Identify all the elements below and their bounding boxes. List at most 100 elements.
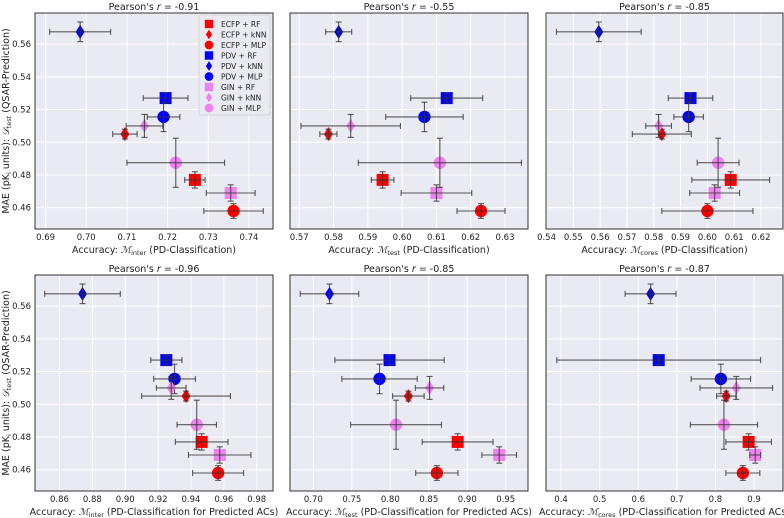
x-tick-label: 0.61 [725,233,744,243]
x-tick-label: 0.74 [240,233,259,243]
axes-frame [545,274,784,492]
data-point-ecfp-mlp [192,465,245,481]
data-point-pdv-mlp [341,363,418,395]
title-value: = -0.96 [161,264,200,275]
subplot-4: 0.86 0.88 0.90 0.92 0.94 0.96 0.98 0.46 0.48 0.50… [1,264,278,518]
x-axis-label: Accuracy: ℳcores (PD-Classification) [581,245,747,257]
data-point-ecfp-knn [392,389,425,404]
legend-label: GIN + kNN [221,94,261,103]
data-point-gin-rf [689,184,741,202]
y-tick-label: 0.54 [12,335,31,345]
legend-marker [204,82,214,92]
legend-label: GIN + RF [221,83,255,92]
data-point-gin-mlp [696,137,740,188]
subplot-title: Pearson's r = -0.85 [364,264,455,275]
x-tick-label: 0.86 [50,495,69,505]
title-prefix: Pearson's [364,264,412,275]
data-point-ecfp-knn [319,127,338,142]
legend-item: GIN + kNN [205,92,261,103]
subplot-6: 0.4 0.5 0.6 0.7 0.8 0.9 Pearson's r = -0.87 Acc… [539,264,784,518]
xlabel-prefix: Accuracy: [581,245,630,256]
x-tick-label: 0.59 [358,233,377,243]
axes-frame [545,12,784,230]
ylabel-mid: units): [1,136,12,172]
data-point-pdv-rf [556,354,762,367]
y-tick-label: 0.46 [12,466,31,476]
axes-background [290,13,528,229]
legend-label: PDV + MLP [221,73,263,82]
xlabel-suffix: (PD-Classification) [146,245,236,256]
subplot-3: 0.54 0.55 0.56 0.57 0.58 0.59 0.60 0.61 0.62 Pear… [537,2,784,257]
x-tick-label: 0.69 [36,233,55,243]
x-tick-label: 0.6 [631,495,645,505]
x-tick-label: 0.54 [537,233,556,243]
xlabel-sub: test [345,511,358,518]
legend-item: PDV + RF [204,51,257,61]
x-tick-label: 0.98 [247,495,266,505]
title-prefix: Pearson's [619,2,667,13]
y-axis-label: MAE (pKi units): 𝒟test (QSAR-Prediction) [1,28,13,213]
title-value: = -0.85 [416,264,455,275]
legend-label: ECFP + kNN [221,31,266,40]
data-point-ecfp-knn [716,389,737,404]
axes-frame [34,274,274,492]
ylabel-sub: test [5,115,13,128]
x-tick-label: 0.92 [149,495,168,505]
y-axis-label: MAE (pKi units): 𝒟test (QSAR-Prediction) [1,290,13,475]
xlabel-prefix: Accuracy: [30,507,79,518]
legend-item: GIN + RF [204,82,255,92]
xlabel-suffix: (PD-Classification) [400,245,490,256]
data-point-gin-mlp [357,137,523,188]
x-tick-label: 0.60 [393,233,412,243]
title-r: r [157,2,162,13]
data-point-pdv-rf [150,354,183,367]
legend-label: PDV + RF [221,52,257,61]
data-point-pdv-mlp [385,101,464,133]
data-point-gin-knn [699,375,774,400]
xlabel-prefix: Accuracy: [328,245,377,256]
data-point-ecfp-rf [184,171,206,189]
data-point-gin-rf [749,446,762,464]
y-tick-label: 0.52 [12,106,31,116]
data-point-pdv-rf [667,92,714,105]
title-prefix: Pearson's [364,2,412,13]
axes-frame [289,274,529,492]
legend-marker [205,92,213,103]
xlabel-suffix: (PD-Classification) [658,245,748,256]
data-point-ecfp-rf [174,433,229,451]
data-point-gin-knn [155,375,187,400]
data-point-pdv-rf [410,92,484,105]
xlabel-prefix: Accuracy: [72,245,121,256]
title-r: r [412,264,417,275]
legend-marker [204,103,214,113]
x-axis-label: Accuracy: ℳcores (PD-Classification for … [539,507,784,518]
legend-marker [204,72,214,81]
legend-marker [205,29,213,40]
x-tick-label: 0.85 [419,495,438,505]
xlabel-suffix: (PD-Classification for Predicted ACs) [358,507,532,518]
data-point-pdv-knn [49,21,112,43]
xlabel-prefix: Accuracy: [539,507,588,518]
title-value: = -0.85 [671,2,710,13]
legend-marker [204,51,214,60]
ylabel-sub: i [5,172,13,174]
data-point-gin-mlp [689,399,759,450]
legend-frame [198,14,271,116]
data-point-ecfp-rf [725,433,772,451]
x-tick-label: 0.56 [591,233,610,243]
legend-item: ECFP + MLP [204,40,267,50]
subplot-title: Pearson's r = -0.85 [619,2,710,13]
x-tick-label: 0.71 [117,233,136,243]
x-axis-label: Accuracy: ℳtest (PD-Classification) [328,245,489,257]
data-point-ecfp-mlp [456,203,506,219]
x-tick-label: 0.59 [671,233,690,243]
legend-marker [205,61,213,71]
data-point-pdv-knn [624,283,677,305]
x-tick-label: 0.70 [77,233,96,243]
legend-item: ECFP + RF [204,19,260,29]
title-value: = -0.87 [671,264,710,275]
x-tick-label: 0.5 [593,495,607,505]
x-tick-label: 0.88 [83,495,102,505]
data-point-gin-knn [414,375,445,400]
